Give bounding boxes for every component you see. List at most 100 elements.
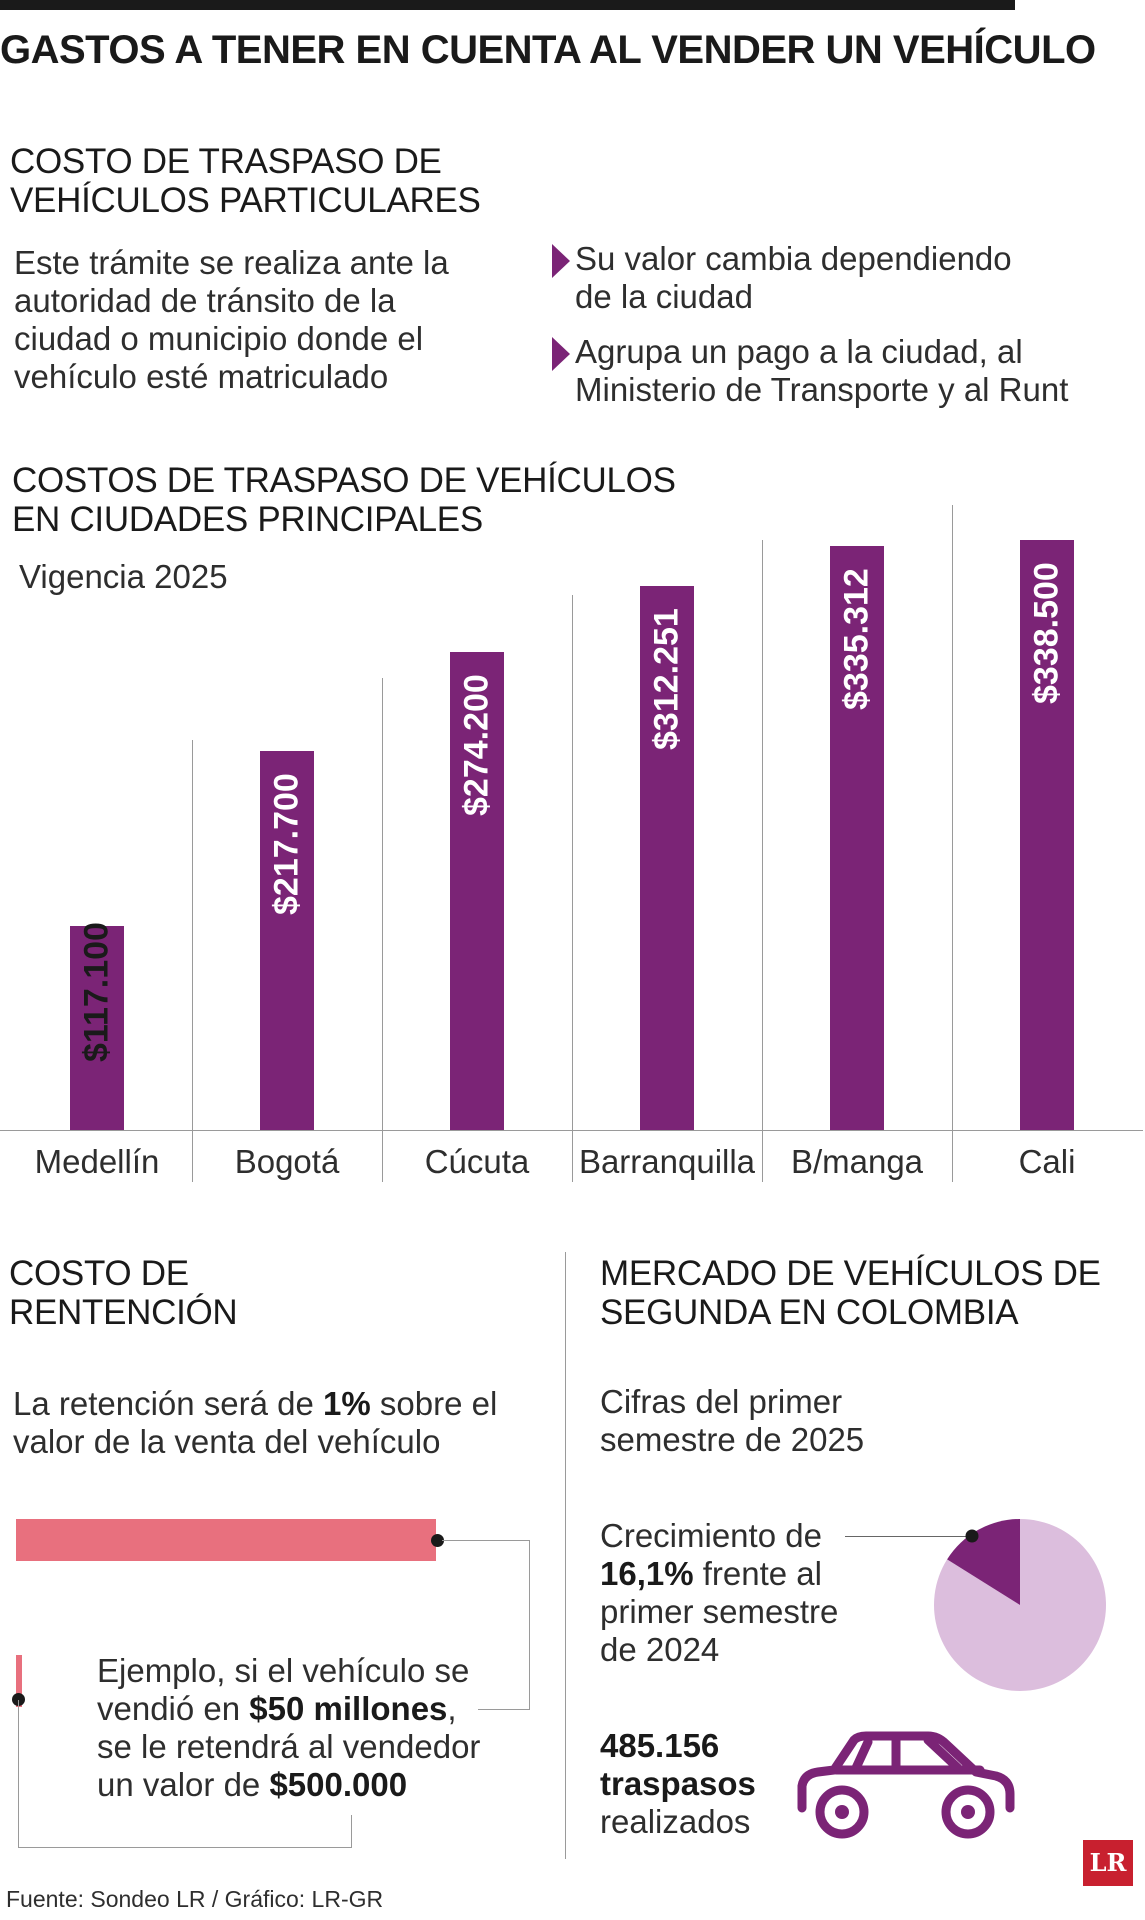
traspaso-description-line: autoridad de tránsito de la bbox=[14, 282, 396, 319]
retencion-description-line: valor de la venta del vehículo bbox=[13, 1423, 441, 1460]
connector-dot bbox=[12, 1693, 25, 1706]
category-label: Bogotá bbox=[234, 1143, 340, 1180]
mercado-heading-line: MERCADO DE VEHÍCULOS DE bbox=[600, 1254, 1101, 1293]
source-note: Fuente: Sondeo LR / Gráfico: LR-GR bbox=[6, 1886, 384, 1912]
growth-line: de 2024 bbox=[600, 1631, 720, 1668]
growth-value: 16,1% bbox=[600, 1555, 694, 1592]
mercado-heading: MERCADO DE VEHÍCULOS DE SEGUNDA EN COLOM… bbox=[600, 1254, 1101, 1332]
chart-heading: COSTOS DE TRASPASO DE VEHÍCULOS EN CIUDA… bbox=[12, 461, 676, 539]
retention-share-bar bbox=[16, 1655, 22, 1707]
mercado-subtitle: Cifras del primer semestre de 2025 bbox=[600, 1383, 864, 1459]
bar-b-manga bbox=[830, 546, 884, 1130]
example-line: Ejemplo, si el vehículo se bbox=[97, 1652, 470, 1689]
bar-value-text: $335.312 bbox=[837, 568, 876, 710]
connector-line bbox=[478, 1709, 530, 1710]
retencion-heading-line: RENTENCIÓN bbox=[9, 1293, 238, 1332]
mercado-subtitle-line: Cifras del primer bbox=[600, 1383, 843, 1420]
bullet-item: Agrupa un pago a la ciudad, al Ministeri… bbox=[552, 333, 1068, 409]
retencion-text: sobre el bbox=[370, 1385, 498, 1422]
traspaso-heading: COSTO DE TRASPASO DE VEHÍCULOS PARTICULA… bbox=[10, 142, 481, 220]
bar-value-text: $338.500 bbox=[1027, 562, 1066, 704]
traspaso-heading-line: COSTO DE TRASPASO DE bbox=[10, 142, 442, 181]
category-divider bbox=[762, 540, 763, 1182]
example-retention-value: $500.000 bbox=[269, 1766, 408, 1803]
category-divider bbox=[192, 740, 193, 1182]
retencion-heading-line: COSTO DE bbox=[9, 1254, 189, 1293]
bullet-text: Ministerio de Transporte y al Runt bbox=[575, 371, 1069, 408]
example-sale-value: $50 millones bbox=[249, 1690, 448, 1727]
example-line: vendió en $50 millones, bbox=[97, 1690, 480, 1728]
example-text: vendió en bbox=[97, 1690, 250, 1727]
bar-value-text: $312.251 bbox=[647, 608, 686, 750]
category-label: Cali bbox=[1018, 1143, 1076, 1180]
connector-line bbox=[529, 1540, 530, 1710]
example-text: un valor de bbox=[97, 1766, 270, 1803]
bar-c-cuta bbox=[450, 652, 504, 1130]
bar-chart: $117.100 Medellín $217.700 Bogotá $274.200 Cú… bbox=[0, 505, 1143, 1182]
retencion-description: La retención será de 1% sobre el valor d… bbox=[13, 1385, 497, 1461]
connector-dot bbox=[431, 1534, 444, 1547]
category-divider bbox=[952, 505, 953, 1182]
mercado-heading-line: SEGUNDA EN COLOMBIA bbox=[600, 1293, 1019, 1332]
growth-line: Crecimiento de bbox=[600, 1517, 822, 1554]
bullet-text: Agrupa un pago a la ciudad, al bbox=[575, 333, 1023, 370]
top-rule bbox=[0, 0, 1015, 10]
transfers-label: traspasos bbox=[600, 1765, 756, 1802]
chart-heading-line: COSTOS DE TRASPASO DE VEHÍCULOS bbox=[12, 461, 676, 500]
transfers-line: traspasos bbox=[600, 1765, 756, 1803]
category-label: B/manga bbox=[790, 1143, 924, 1180]
growth-line: primer semestre bbox=[600, 1593, 839, 1630]
category-label: Cúcuta bbox=[424, 1143, 530, 1180]
connector-line bbox=[351, 1815, 352, 1848]
retencion-description-line: La retención será de 1% sobre el bbox=[13, 1385, 497, 1423]
chart-subtitle: Vigencia 2025 bbox=[19, 558, 228, 595]
connector-line bbox=[18, 1700, 19, 1847]
bar-value-text: $274.200 bbox=[457, 674, 496, 816]
category-divider bbox=[382, 678, 383, 1182]
connector-line bbox=[442, 1540, 530, 1541]
category-divider bbox=[572, 595, 573, 1182]
bar-value-text: $217.700 bbox=[267, 773, 306, 915]
triangle-bullet-icon bbox=[552, 244, 570, 278]
growth-text: Crecimiento de 16,1% frente al primer se… bbox=[600, 1517, 838, 1669]
bullet-text: Su valor cambia dependiendo bbox=[575, 240, 1012, 277]
bar-barranquilla bbox=[640, 586, 694, 1130]
retencion-heading: COSTO DE RENTENCIÓN bbox=[9, 1254, 238, 1332]
chart-baseline bbox=[0, 1130, 1143, 1131]
bullet-text: de la ciudad bbox=[575, 278, 753, 315]
bullet-item: Su valor cambia dependiendo de la ciudad bbox=[552, 240, 1012, 316]
traspaso-heading-line: VEHÍCULOS PARTICULARES bbox=[10, 181, 481, 220]
traspaso-description-line: vehículo esté matriculado bbox=[14, 358, 389, 395]
bar-value-text: $117.100 bbox=[77, 922, 116, 1062]
example-line: un valor de $500.000 bbox=[97, 1766, 480, 1804]
category-label: Barranquilla bbox=[578, 1143, 756, 1180]
example-text: , bbox=[447, 1690, 457, 1727]
bar-medell-n bbox=[70, 926, 124, 1130]
growth-pie-chart bbox=[934, 1519, 1106, 1691]
transfers-line: realizados bbox=[600, 1803, 751, 1840]
pie-slice-growth bbox=[947, 1519, 1020, 1605]
section-divider bbox=[565, 1252, 566, 1859]
bar-cali bbox=[1020, 540, 1074, 1130]
triangle-bullet-icon bbox=[552, 337, 570, 371]
growth-text-part: frente al bbox=[693, 1555, 822, 1592]
traspaso-description-line: ciudad o municipio donde el bbox=[14, 320, 424, 357]
retencion-text: La retención será de bbox=[13, 1385, 324, 1422]
growth-connector-dot bbox=[965, 1529, 979, 1543]
lr-logo: LR bbox=[1083, 1840, 1133, 1886]
growth-connector-line bbox=[845, 1536, 971, 1537]
transfers-count: 485.156 bbox=[600, 1727, 720, 1764]
bar-bogot- bbox=[260, 751, 314, 1130]
chart-heading-line: EN CIUDADES PRINCIPALES bbox=[12, 500, 483, 539]
traspaso-description-line: Este trámite se realiza ante la bbox=[14, 244, 449, 281]
transfers-line: 485.156 bbox=[600, 1727, 756, 1765]
sale-value-bar bbox=[16, 1519, 436, 1561]
retencion-example: Ejemplo, si el vehículo se vendió en $50… bbox=[97, 1652, 480, 1804]
retencion-rate: 1% bbox=[323, 1385, 371, 1422]
traspaso-description: Este trámite se realiza ante la autorida… bbox=[14, 244, 449, 396]
transfers-text: 485.156 traspasos realizados bbox=[600, 1727, 756, 1841]
connector-line bbox=[18, 1847, 352, 1848]
category-label: Medellín bbox=[34, 1143, 160, 1180]
page-title: GASTOS A TENER EN CUENTA AL VENDER UN VE… bbox=[0, 28, 1096, 72]
car-icon bbox=[797, 1731, 1015, 1839]
